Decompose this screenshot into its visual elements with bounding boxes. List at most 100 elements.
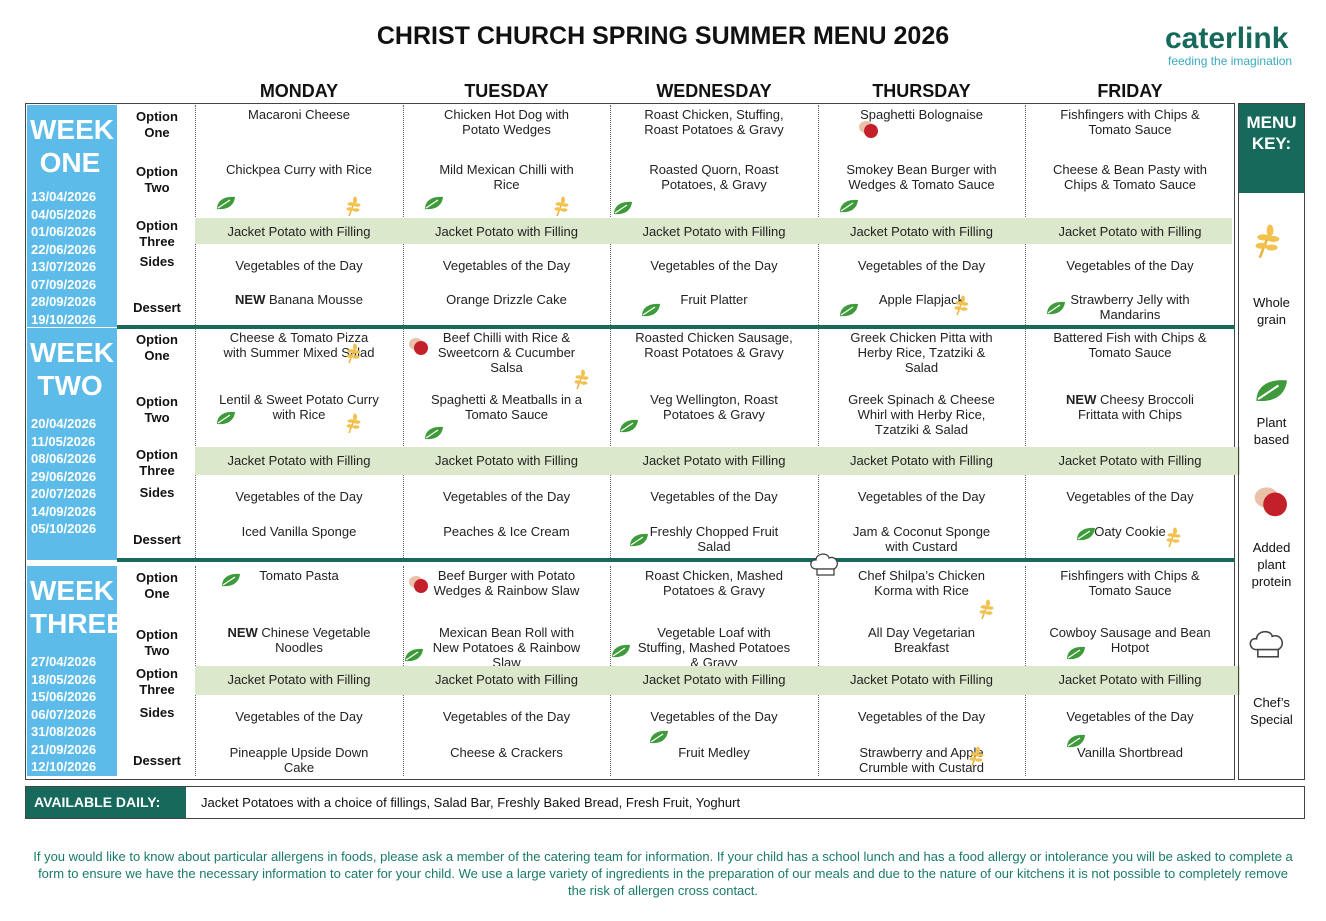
week-date: 20/04/2026 [31,416,97,431]
menu-cell: Beef Burger with Potato Wedges & Rainbow… [403,566,610,623]
row-label: Option Three [136,447,178,478]
menu-item: Chicken Hot Dog with Potato Wedges [444,107,569,137]
icon [1253,222,1280,259]
menu-item: Cheese & Bean Pasty with Chips & Tomato … [1053,162,1207,192]
menu-item: Jacket Potato with Filling [434,672,579,687]
menu-cell: Iced Vanilla Sponge [195,522,403,560]
menu-cell: Veg Wellington, Roast Potatoes & Gravy [610,390,818,447]
icon [408,336,430,361]
menu-item: Fruit Platter [680,292,748,307]
menu-item: Veg Wellington, Roast Potatoes & Gravy [650,392,778,422]
menu-cell: Jacket Potato with Filling [610,218,818,244]
week-separator [117,325,1235,329]
menu-cell: Peaches & Ice Cream [403,522,610,560]
week-date: 15/06/2026 [31,689,97,704]
row-label: Option Three [136,218,178,249]
week-date: 19/10/2026 [31,311,97,327]
item-text: Banana Mousse [265,292,363,307]
row-label: Sides [139,485,175,500]
menu-cell: NEW Banana Mousse [195,290,403,327]
icon [1247,628,1283,659]
icon [1065,645,1087,666]
icon [612,200,634,221]
menu-item: Chef Shilpa’s Chicken Korma with Rice [858,568,985,598]
menu-cell: Smokey Bean Burger with Wedges & Tomato … [818,160,1025,218]
menu-cell: Fishfingers with Chips & Tomato Sauce [1025,105,1235,160]
icon [838,302,860,323]
row-label: Option Three [136,666,178,697]
menu-cell: Vegetables of the Day [403,244,610,290]
menu-item: Mexican Bean Roll with New Potatoes & Ra… [432,625,581,670]
week-date: 29/06/2026 [31,468,97,484]
row-label: Dessert [133,753,181,768]
menu-cell: Roast Chicken, Mashed Potatoes & Gravy [610,566,818,623]
menu-cell: Tomato Pasta [195,566,403,623]
menu-item: Lentil & Sweet Potato Curry with Rice [219,392,379,422]
menu-item: Vanilla Shortbread [1077,745,1183,760]
menu-item: Oaty Cookie [1094,524,1166,539]
key-title: MENU KEY: [1246,113,1297,153]
menu-cell: Strawberry and Apple Crumble with Custar… [818,743,1025,776]
menu-item: Cowboy Sausage and Bean Hotpot [1049,625,1211,655]
menu-item: Mild Mexican Chilli with Rice [439,162,574,192]
menu-cell: Cheese & Crackers [403,743,610,776]
menu-cell: Jacket Potato with Filling [195,218,403,244]
menu-cell: Vegetables of the Day [610,695,818,744]
icon [345,412,361,439]
menu-cell: Vegetables of the Day [195,695,403,743]
column-divider [195,105,196,327]
icon [215,410,237,431]
icon [1075,526,1097,547]
column-divider [1025,328,1026,560]
week-date: 05/10/2026 [31,521,97,536]
menu-cell: Vegetables of the Day [818,475,1025,522]
menu-cell: Macaroni Cheese [195,105,403,160]
week-date: 12/10/2026 [31,759,97,774]
week-date: 27/04/2026 [31,654,97,669]
icon [1045,300,1067,321]
column-divider [818,328,819,560]
row-label: Sides [139,705,175,720]
week-label: WEEK THREE [30,575,125,639]
menu-item: Smokey Bean Burger with Wedges & Tomato … [846,162,997,192]
menu-item: Spaghetti Bolognaise [860,107,983,122]
menu-cell: Vegetables of the Day [403,475,610,522]
week-date: 14/09/2026 [31,503,97,519]
menu-item: Jacket Potato with Filling [227,224,371,239]
menu-cell: Jacket Potato with Filling [610,666,818,695]
menu-item: Jacket Potato with Filling [849,453,994,468]
menu-item: Jacket Potato with Filling [227,672,371,687]
menu-cell: Chickpea Curry with Rice [195,160,403,218]
menu-cell: Jacket Potato with Filling [1025,447,1235,475]
menu-item: Jacket Potato with Filling [434,453,579,468]
menu-cell: Jacket Potato with Filling [818,447,1025,475]
menu-cell: Chef Shilpa’s Chicken Korma with Rice [810,553,1025,623]
icon [838,198,860,219]
option-band [195,218,1232,244]
option-band [195,666,1240,695]
new-tag: NEW [1066,392,1097,407]
menu-item: Jam & Coconut Sponge with Custard [852,524,991,554]
menu-cell: Greek Spinach & Cheese Whirl with Herby … [818,390,1025,447]
menu-item: Jacket Potato with Filling [227,453,371,468]
menu-item: Peaches & Ice Cream [443,524,570,539]
week-date: 01/06/2026 [31,224,97,239]
row-label: Option One [136,332,178,363]
menu-cell: Battered Fish with Chips & Tomato Sauce [1025,328,1235,390]
menu-cell: Pineapple Upside Down Cake [195,743,403,776]
menu-item: Vegetables of the Day [650,709,778,724]
week-date: 04/05/2026 [31,206,97,222]
menu-item: Fishfingers with Chips & Tomato Sauce [1060,107,1200,137]
week-date: 18/05/2026 [31,671,97,687]
menu-item: Vegetables of the Day [442,709,571,724]
menu-item: Cheese & Crackers [450,745,563,760]
menu-cell: Jacket Potato with Filling [818,218,1025,244]
menu-item: Roasted Chicken Sausage, Roast Potatoes … [635,330,793,360]
row-label: Dessert [133,532,181,547]
icon [1165,526,1181,553]
menu-cell: Vegetables of the Day [610,244,818,290]
week-date: 31/08/2026 [31,724,97,739]
menu-item: Vegetables of the Day [857,258,986,273]
menu-item: Pineapple Upside Down Cake [229,745,369,775]
menu-item: Roast Chicken, Mashed Potatoes & Gravy [644,568,783,598]
